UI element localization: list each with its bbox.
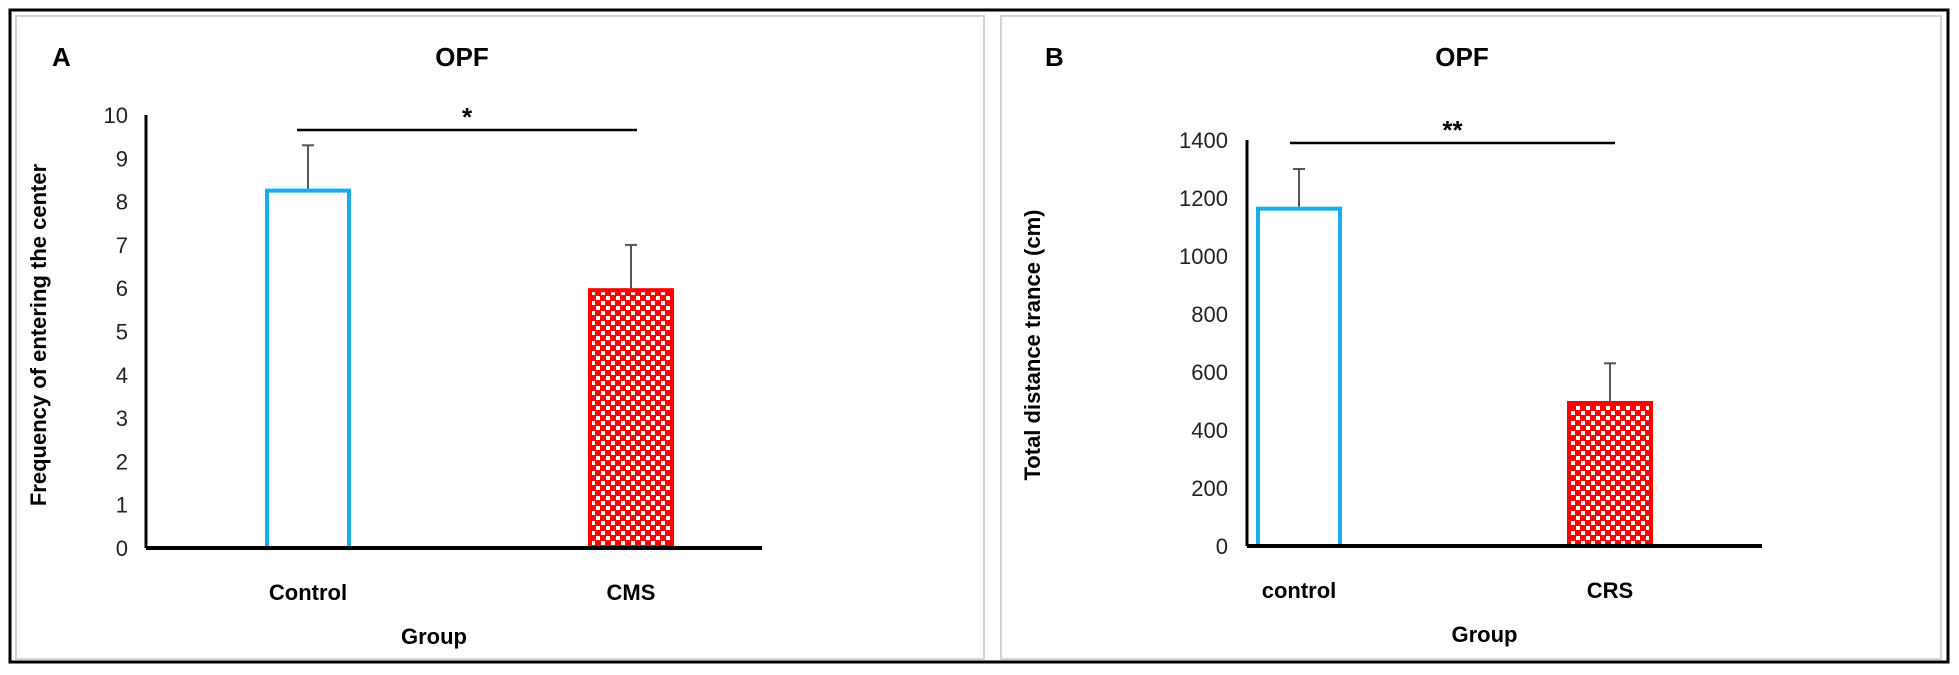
y-tick-label: 6 [116,276,128,301]
bar-control [265,188,351,551]
panel-label: B [1045,42,1064,72]
y-tick-label: 800 [1191,302,1228,327]
x-tick-label: CRS [1587,578,1633,603]
y-tick-label: 9 [116,146,128,171]
panel-b-chart: B OPF Total distance trance (cm) 0 200 400 600… [1020,42,1762,647]
y-tick-label: 5 [116,320,128,345]
significance-marker: ** [1442,115,1463,145]
panel-a-border [15,15,985,660]
bar-cms [588,288,674,550]
y-tick-label: 600 [1191,360,1228,385]
y-tick-label: 3 [116,406,128,431]
y-tick-label: 1400 [1179,128,1228,153]
panel-b-border [1000,15,1942,660]
x-tick-label: CMS [607,580,656,605]
y-axis-label: Total distance trance (cm) [1020,210,1045,481]
y-tick-label: 1200 [1179,186,1228,211]
x-axis-label: Group [401,624,467,649]
panel-label: A [52,42,71,72]
chart-title: OPF [1435,42,1488,72]
y-tick-label: 8 [116,190,128,215]
bar-crs [1567,401,1653,548]
y-tick-label: 400 [1191,418,1228,443]
chart-title: OPF [435,42,488,72]
y-tick-label: 4 [116,363,128,388]
bar-control [1256,206,1342,548]
panel-a-chart: A OPF Frequency of entering the center 0 1 2 3… [26,42,762,649]
y-tick-label: 0 [1216,534,1228,559]
y-tick-label: 1000 [1179,244,1228,269]
x-tick-label: control [1262,578,1337,603]
y-tick-label: 1 [116,493,128,518]
outer-border [8,8,1950,664]
x-tick-label: Control [269,580,347,605]
y-tick-label: 0 [116,536,128,561]
y-tick-label: 10 [104,103,128,128]
y-tick-label: 200 [1191,476,1228,501]
significance-marker: * [462,102,473,132]
y-axis-label: Frequency of entering the center [26,163,51,506]
y-tick-label: 2 [116,449,128,474]
x-axis-label: Group [1452,622,1518,647]
y-tick-label: 7 [116,233,128,258]
